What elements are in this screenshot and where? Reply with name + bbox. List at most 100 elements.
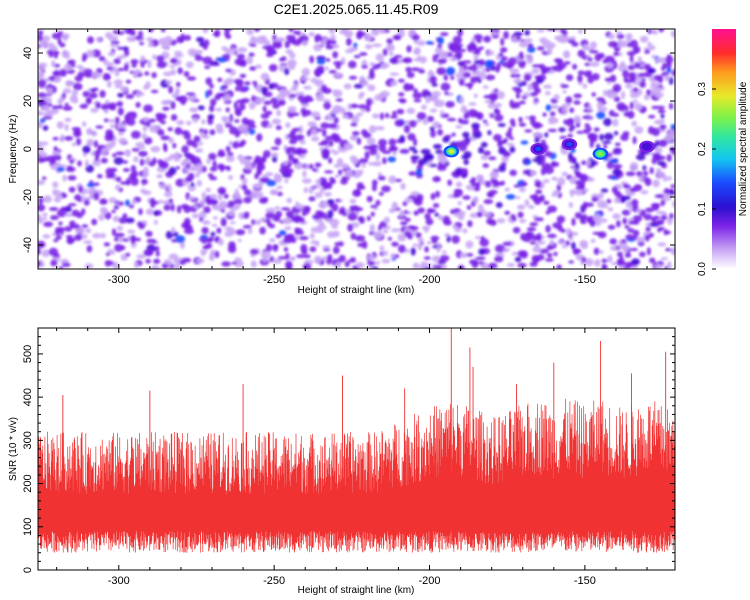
heatmap-cell bbox=[559, 135, 568, 140]
heatmap-cell bbox=[130, 59, 139, 65]
heatmap-cell bbox=[657, 92, 662, 98]
heatmap-cell bbox=[589, 61, 600, 67]
heatmap-cell bbox=[430, 130, 436, 138]
heatmap-cell bbox=[503, 247, 510, 252]
heatmap-cell bbox=[574, 170, 581, 178]
heatmap-cell bbox=[639, 209, 646, 217]
heatmap-cell bbox=[178, 95, 188, 104]
heatmap-cell bbox=[356, 182, 364, 190]
heatmap-cell bbox=[266, 52, 274, 58]
heatmap-cell bbox=[262, 45, 270, 50]
heatmap-cell bbox=[59, 207, 67, 212]
heatmap-cell bbox=[201, 240, 207, 244]
heatmap-cell bbox=[634, 61, 639, 69]
heatmap-cell bbox=[391, 201, 398, 210]
heatmap-cell bbox=[323, 101, 332, 110]
heatmap-cell bbox=[664, 230, 672, 235]
heatmap-cell bbox=[249, 43, 257, 47]
heatmap-cell bbox=[48, 207, 59, 211]
heatmap-cell bbox=[409, 226, 419, 231]
heatmap-feature bbox=[566, 142, 573, 147]
heatmap-cell bbox=[85, 228, 92, 234]
heatmap-cell bbox=[118, 201, 124, 206]
heatmap-cell bbox=[387, 78, 395, 82]
heatmap-cell bbox=[143, 249, 154, 257]
heatmap-cell bbox=[111, 228, 117, 237]
heatmap-cell bbox=[558, 127, 566, 133]
heatmap-cell bbox=[324, 66, 330, 71]
heatmap-cell bbox=[652, 152, 661, 158]
heatmap-cell bbox=[151, 72, 157, 79]
heatmap-cell bbox=[234, 119, 240, 123]
heatmap-cell bbox=[125, 217, 135, 224]
heatmap-cell bbox=[349, 198, 357, 204]
heatmap-cell bbox=[205, 243, 213, 249]
heatmap-cell bbox=[165, 230, 173, 240]
heatmap-cell bbox=[224, 29, 230, 38]
heatmap-cell bbox=[628, 220, 636, 225]
heatmap-cell bbox=[201, 191, 207, 200]
heatmap-cell bbox=[478, 146, 484, 154]
heatmap-cell bbox=[448, 194, 454, 199]
heatmap-cell bbox=[545, 258, 554, 262]
heatmap-cell bbox=[510, 214, 516, 219]
heatmap-cell bbox=[382, 229, 389, 234]
heatmap-cell bbox=[450, 75, 455, 80]
heatmap-cell bbox=[660, 199, 665, 207]
heatmap-cell bbox=[425, 218, 434, 226]
heatmap-cell bbox=[309, 233, 315, 239]
heatmap-cell bbox=[107, 119, 116, 123]
heatmap-cell bbox=[487, 50, 495, 56]
heatmap-cell bbox=[532, 246, 542, 253]
heatmap-cell bbox=[509, 99, 515, 108]
heatmap-cell bbox=[272, 244, 279, 249]
heatmap-cell bbox=[208, 104, 215, 113]
heatmap-cell bbox=[125, 252, 131, 257]
heatmap-cell bbox=[225, 68, 232, 73]
heatmap-cell bbox=[536, 46, 545, 51]
heatmap-cell bbox=[342, 114, 349, 119]
heatmap-cell bbox=[119, 181, 130, 185]
heatmap-cell bbox=[471, 122, 480, 129]
bottom-x-axis-label: Height of straight line (km) bbox=[298, 585, 415, 596]
heatmap-cell bbox=[145, 81, 151, 89]
heatmap-cell bbox=[153, 219, 158, 225]
heatmap-cell bbox=[483, 94, 494, 99]
heatmap-cell bbox=[415, 168, 422, 177]
heatmap-cell bbox=[635, 75, 643, 82]
heatmap-cell bbox=[429, 126, 435, 132]
heatmap-cell bbox=[175, 166, 180, 170]
heatmap-cell bbox=[104, 62, 114, 67]
heatmap-cell bbox=[357, 242, 366, 248]
heatmap-cell bbox=[587, 57, 593, 62]
heatmap-cell bbox=[345, 29, 354, 38]
heatmap-cell bbox=[83, 240, 93, 245]
heatmap-cell bbox=[237, 60, 247, 67]
heatmap-cell bbox=[660, 113, 665, 119]
heatmap-cell bbox=[272, 42, 283, 49]
heatmap-cell bbox=[267, 123, 273, 129]
heatmap-cell bbox=[358, 217, 365, 224]
heatmap-cell bbox=[429, 108, 438, 113]
heatmap-cell bbox=[625, 261, 634, 267]
heatmap-cell bbox=[457, 29, 464, 37]
heatmap-feature bbox=[448, 149, 455, 154]
heatmap-cell bbox=[62, 88, 72, 94]
heatmap-cell bbox=[254, 29, 260, 32]
heatmap-cell bbox=[392, 57, 399, 65]
heatmap-cell bbox=[152, 54, 157, 60]
heatmap-cell bbox=[195, 163, 203, 171]
heatmap-cell bbox=[187, 172, 195, 181]
heatmap-cell bbox=[144, 71, 150, 76]
heatmap-cell bbox=[270, 97, 279, 105]
heatmap-cell bbox=[138, 208, 143, 216]
heatmap-cell bbox=[557, 240, 564, 245]
heatmap-cell bbox=[117, 92, 124, 98]
heatmap-cell bbox=[303, 85, 312, 90]
heatmap-cell bbox=[66, 165, 74, 170]
heatmap-cell bbox=[520, 140, 529, 145]
heatmap-cell bbox=[657, 242, 667, 247]
heatmap-cell bbox=[591, 73, 600, 81]
heatmap-cell bbox=[272, 215, 281, 222]
heatmap-cell bbox=[282, 217, 292, 225]
